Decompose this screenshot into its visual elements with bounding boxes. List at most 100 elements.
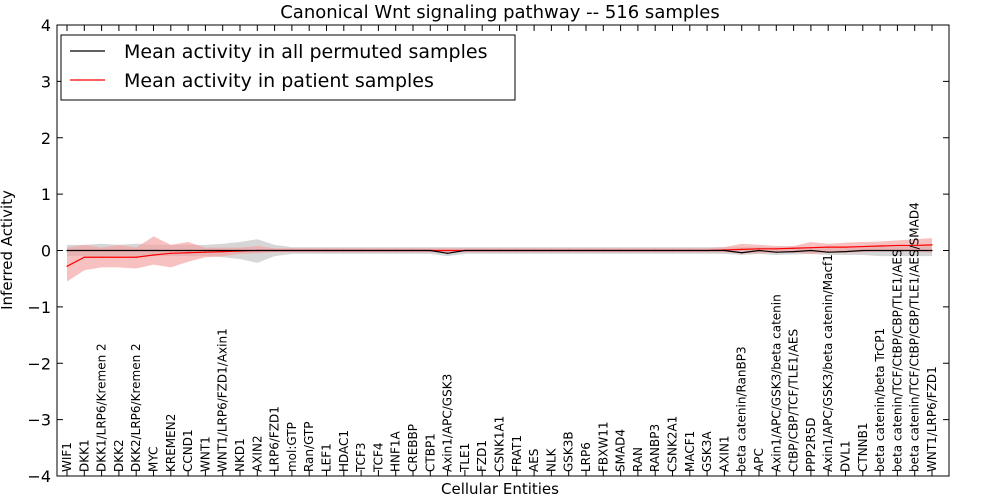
point-patient (204, 251, 206, 253)
x-category-label: TLE1 (458, 443, 472, 473)
point-permuted (343, 249, 345, 252)
point-permuted (810, 249, 812, 252)
point-permuted (308, 249, 310, 252)
point-patient (810, 247, 812, 249)
x-axis-title: Cellular Entities (441, 480, 559, 498)
point-permuted (516, 249, 518, 252)
x-category-label: WNT1/LRP6/FZD1/Axin1 (216, 328, 230, 472)
legend: Mean activity in all permuted samples Me… (60, 34, 516, 101)
point-patient (862, 245, 864, 248)
legend-label-patient: Mean activity in patient samples (124, 70, 434, 92)
x-category-label: PPP2R5D (804, 417, 818, 472)
plot-area (66, 236, 933, 282)
x-category-label: TCF4 (371, 442, 385, 473)
point-permuted (66, 249, 68, 252)
point-patient (775, 248, 777, 250)
x-category-label: beta catenin/TCF/CtBP/CBP/TLE1/AES/SMAD4 (908, 202, 922, 472)
x-category-label: AXIN2 (250, 435, 264, 472)
x-category-label: MYC (147, 447, 161, 472)
x-category-label: CTNNB1 (856, 422, 870, 472)
point-permuted (689, 249, 691, 252)
point-permuted (793, 251, 795, 253)
point-permuted (931, 249, 933, 252)
x-category-label: RANBP3 (648, 424, 662, 472)
legend-label-permuted: Mean activity in all permuted samples (124, 41, 487, 63)
point-permuted (187, 249, 189, 252)
x-category-label: DKK1/LRP6/Kremen 2 (95, 343, 109, 472)
y-tick-label: 4 (41, 16, 51, 35)
point-patient (152, 254, 155, 256)
y-tick-label: −3 (27, 411, 51, 430)
y-tick-label: 0 (41, 242, 51, 261)
x-category-label: DKK1 (77, 439, 91, 472)
point-patient (101, 256, 103, 258)
point-patient (118, 256, 120, 258)
x-category-label: DKK2/LRP6/Kremen 2 (129, 343, 143, 472)
x-category-label: LEF1 (320, 443, 334, 472)
point-permuted (291, 249, 293, 252)
y-tick-label: 1 (41, 185, 51, 204)
x-category-label: CREBBP (406, 424, 420, 472)
point-permuted (481, 249, 483, 252)
legend-box (60, 34, 516, 101)
point-permuted (170, 249, 172, 252)
x-category-label: WIF1 (60, 442, 74, 472)
x-category-label: AXIN1 (717, 435, 731, 472)
point-permuted (602, 249, 604, 252)
x-category-label: WNT1 (198, 436, 212, 472)
point-permuted (274, 249, 276, 252)
chart-title: Canonical Wnt signaling pathway -- 516 s… (280, 2, 720, 23)
y-tick-label: −1 (27, 298, 51, 317)
x-category-label: LRP6 (579, 442, 593, 472)
x-category-label: Ran/GTP (302, 421, 316, 472)
point-permuted (222, 249, 224, 252)
point-permuted (533, 249, 535, 252)
point-permuted (498, 249, 501, 252)
x-category-label: TCF3 (354, 442, 368, 473)
point-permuted (239, 249, 241, 252)
x-category-label: NKD1 (233, 438, 247, 472)
point-permuted (135, 249, 137, 252)
point-permuted (844, 251, 847, 253)
point-permuted (101, 249, 103, 252)
x-category-label: NLK (544, 447, 558, 472)
point-permuted (550, 249, 553, 252)
x-category-label: LRP6/FZD1 (268, 406, 282, 472)
point-permuted (118, 249, 120, 252)
point-patient (170, 252, 172, 254)
point-permuted (256, 249, 258, 252)
x-category-label: SMAD4 (614, 429, 628, 472)
x-category-label: KREMEN2 (164, 414, 178, 472)
x-category-label: Axin1/APC/GSK3 (441, 374, 455, 472)
x-category-label: mol:GTP (285, 422, 299, 472)
point-patient (896, 244, 899, 247)
point-permuted (741, 252, 743, 254)
point-permuted (775, 251, 777, 253)
point-patient (66, 265, 68, 267)
x-category-label: beta catenin/TCF/CtBP/CBP/TLE1/AES (890, 249, 904, 472)
point-permuted (637, 249, 639, 252)
x-category-label: beta catenin/beta TrCP1 (873, 328, 887, 472)
x-category-label: DVL1 (839, 440, 853, 472)
point-permuted (204, 249, 206, 252)
point-patient (758, 248, 760, 250)
point-permuted (879, 249, 881, 252)
x-category-label: DKK2 (112, 439, 126, 472)
point-patient (914, 244, 916, 247)
x-category-label: FZD1 (475, 440, 489, 472)
x-category-label: CSNK1A1 (493, 416, 507, 472)
x-category-label: GSK3A (700, 431, 714, 472)
x-category-label: CSNK2A1 (666, 416, 680, 472)
point-permuted (671, 249, 674, 252)
y-tick-label: 2 (41, 129, 51, 148)
point-permuted (360, 249, 362, 252)
x-category-label: CTBP1 (423, 433, 437, 472)
point-permuted (827, 251, 829, 253)
point-permuted (862, 249, 864, 252)
point-patient (931, 244, 933, 246)
point-permuted (723, 249, 726, 252)
point-permuted (83, 249, 85, 252)
point-patient (844, 246, 847, 248)
y-tick-label: −2 (27, 354, 51, 373)
